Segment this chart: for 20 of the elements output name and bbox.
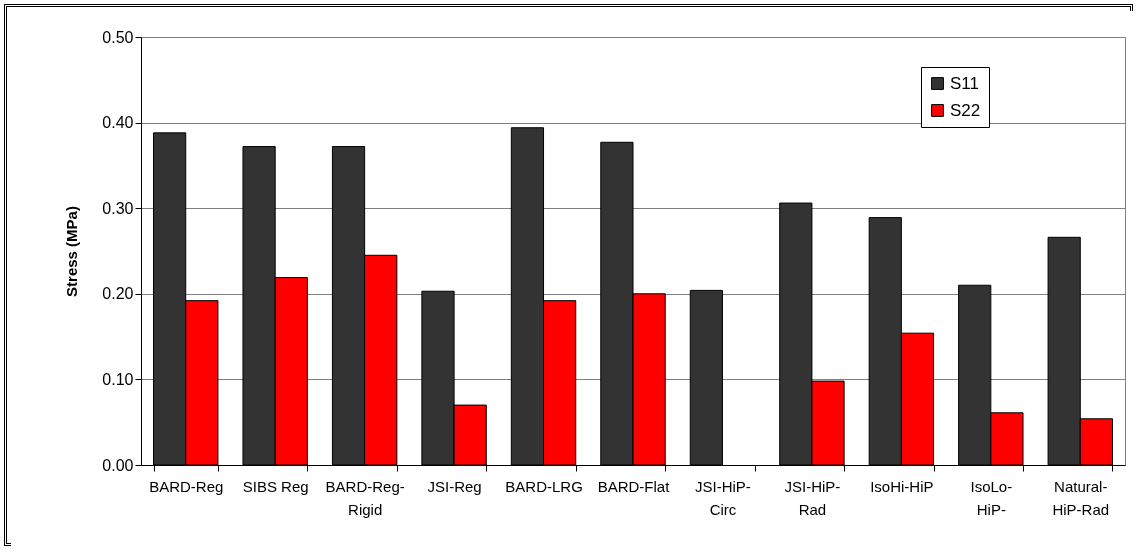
y-tick-label: 0.50 [102,28,134,46]
x-tick-label: IsoHi-HiP [870,477,934,495]
x-tick-label: JSI-HiP-Circ [695,477,751,518]
y-tick-label: 0.40 [102,114,134,132]
x-tick-label: BARD-Reg-Rigid [325,477,405,518]
x-tick-label: SIBS Reg [242,477,309,495]
y-axis-title: Stress (MPa) [63,206,81,297]
legend-label: S11 [950,73,979,93]
y-tick-label: 0.20 [102,285,134,303]
y-tick-label: 0.00 [102,456,134,474]
x-tick-label: JSI-HiP-Rad [784,477,841,518]
legend-label: S22 [950,100,981,120]
y-tick-label: 0.10 [102,370,134,388]
x-tick-label: BARD-Reg [149,477,224,495]
y-tick-label: 0.30 [102,199,134,217]
x-tick-label: Natural-HiP-Rad [1052,477,1110,518]
x-tick-label: BARD-LRG [505,477,583,495]
x-tick-label: BARD-Flat [597,477,671,495]
x-tick-label: JSI-Reg [427,477,482,495]
x-tick-label: IsoLo-HiP- [970,477,1013,518]
